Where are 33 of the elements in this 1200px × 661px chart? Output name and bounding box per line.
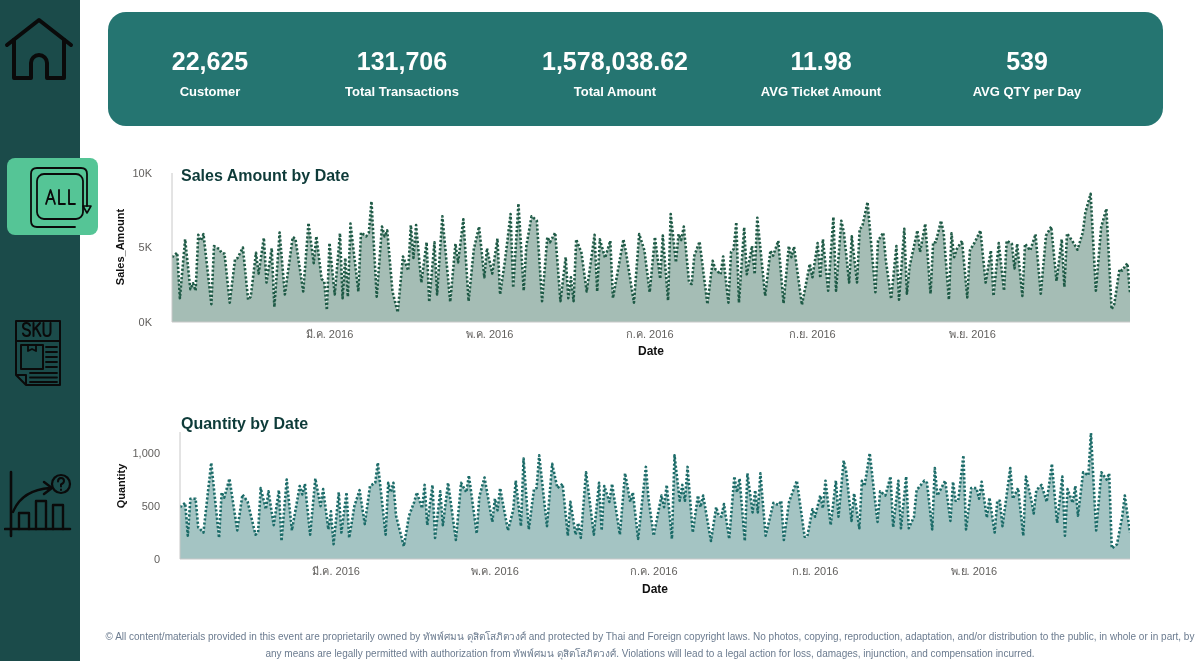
text: 131,706	[356, 47, 448, 75]
y-tick-label: 1,000	[132, 447, 160, 460]
x-tick-label: ก.ค. 2016	[629, 564, 678, 577]
text: © All content/materials provided in this event are proprietarily owned by ทัพพ์ศมน ดุสิตโสภิตวงศ์ and protected by Thai and Foreign copyright laws. No photos, copying, reproduction, adaptation, and/or distribution to the public, in whole or in part, by any means are legally permitted with authorization from ทัพพ์ศมน ดุสิตโสภิตวงศ์. Violations will lead to a legal action for loss, damages, injunction, and compensation incurred.	[105, 631, 1195, 659]
category-label: Customer	[179, 84, 241, 99]
x-tick-label: มี.ค. 2016	[305, 327, 354, 340]
x-tick-label: พ.ย. 2016	[950, 564, 998, 577]
text: 539	[1006, 47, 1048, 75]
x-axis-title: Date	[641, 582, 668, 596]
x-axis-title: Date	[637, 344, 664, 358]
category-label: Total Amount	[573, 84, 657, 99]
y-tick-label: 0K	[138, 315, 153, 328]
y-tick-label: 5K	[138, 241, 153, 254]
category-label: AVG QTY per Day	[972, 84, 1082, 99]
chart-title: Quantity by Date	[181, 415, 309, 433]
category-label: AVG Ticket Amount	[760, 84, 882, 99]
x-tick-label: ก.ย. 2016	[791, 564, 839, 577]
text: 1,578,038.62	[542, 47, 688, 75]
y-axis-title: Sales_Amount	[114, 208, 126, 286]
y-tick-label: 0	[153, 552, 160, 565]
x-tick-label: พ.ค. 2016	[471, 564, 519, 577]
category-label: Total Transactions	[345, 84, 459, 99]
text: 22,625	[171, 47, 249, 75]
x-tick-label: มี.ค. 2016	[312, 564, 360, 577]
x-tick-label: ก.ค. 2016	[625, 327, 674, 340]
x-tick-label: พ.ย. 2016	[949, 327, 996, 340]
y-tick-label: 500	[141, 499, 160, 512]
x-tick-label: ก.ย. 2016	[789, 327, 836, 340]
y-tick-label: 10K	[132, 166, 153, 179]
text: 11.98	[790, 47, 852, 75]
y-axis-title: Quantity	[115, 463, 127, 509]
chart-title: Sales Amount by Date	[181, 167, 350, 185]
x-tick-label: พ.ค. 2016	[465, 327, 514, 340]
